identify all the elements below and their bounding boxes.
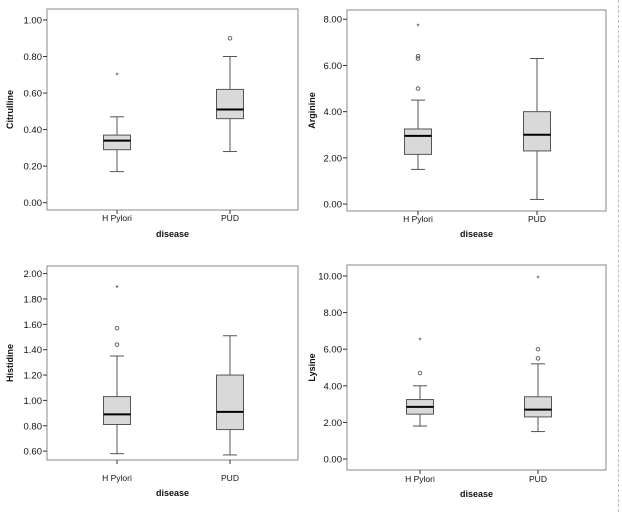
x-axis-title: disease [460, 489, 493, 499]
outlier-point [415, 56, 421, 61]
chart-panel-2: 0.00 2.00 4.00 6.00 8.00 Arginine disease H Pyl… [307, 9, 607, 239]
box-pud: PUD [216, 35, 244, 223]
y-axis-title: Citrulline [5, 90, 15, 129]
y-tick-label: 1.20 [24, 371, 43, 382]
y-tick-label: 0.80 [24, 421, 43, 432]
iqr-box [216, 374, 244, 431]
y-tick-label: 0.40 [24, 125, 43, 136]
box-pud: PUD [523, 58, 551, 224]
y-tick-label: 8.00 [324, 308, 343, 319]
outlier-point [114, 325, 120, 331]
extreme-point: * [115, 284, 118, 293]
page-divider [618, 0, 619, 512]
chart-panel-3: 0.60 0.80 1.00 1.20 1.40 1.60 1.80 2.00 Histidin… [5, 265, 299, 498]
category-label: PUD [529, 474, 547, 484]
plot-frame [346, 264, 607, 471]
y-tick-label: 0.80 [24, 52, 43, 63]
box-h-pylori: H Pylori * [405, 337, 435, 484]
y-tick-label: 2.00 [324, 153, 343, 164]
y-tick-label: 1.80 [24, 294, 43, 305]
iqr-box [103, 134, 131, 151]
box-h-pylori: H Pylori * [102, 284, 132, 483]
extreme-point: * [416, 23, 419, 32]
box-h-pylori: H Pylori * [102, 71, 132, 223]
iqr-box [103, 396, 131, 425]
category-label: PUD [221, 213, 239, 223]
y-tick-label: 0.20 [24, 162, 43, 173]
y-tick-label: 6.00 [324, 61, 343, 72]
box-h-pylori: H Pylori * [403, 23, 433, 224]
x-axis-title: disease [460, 229, 493, 239]
category-label: H Pylori [102, 473, 132, 483]
outlier-point [417, 370, 423, 376]
y-tick-label: 0.00 [324, 200, 343, 211]
y-tick-label: 1.60 [24, 320, 43, 331]
y-tick-label: 1.40 [24, 345, 43, 356]
x-axis-title: disease [156, 229, 189, 239]
outlier-point [114, 342, 120, 347]
y-axis-title: Lysine [307, 353, 317, 381]
chart-panel-4: 0.00 2.00 4.00 6.00 8.00 10.00 Lysine disease H … [307, 264, 607, 499]
y-tick-label: 0.00 [324, 455, 343, 466]
extreme-point: * [418, 337, 421, 346]
category-label: PUD [528, 214, 546, 224]
y-tick-label: 2.00 [324, 418, 343, 429]
y-tick-label: 4.00 [324, 107, 343, 118]
outlier-point [535, 356, 541, 361]
y-tick-label: 8.00 [324, 15, 343, 26]
y-tick-label: 0.60 [24, 447, 43, 458]
outlier-point [227, 35, 233, 41]
plot-frame [46, 265, 299, 461]
y-tick-label: 2.00 [24, 269, 43, 280]
category-label: H Pylori [102, 213, 132, 223]
chart-panel-1: 0.00 0.20 0.40 0.60 0.80 1.00 Citrulline diseas… [5, 8, 299, 239]
iqr-box [404, 128, 432, 155]
extreme-point: * [115, 71, 118, 80]
box-pud: PUD * [524, 274, 552, 484]
y-axis-title: Arginine [307, 92, 317, 129]
outlier-point [415, 53, 421, 59]
y-axis-title: Histidine [5, 344, 15, 382]
category-label: PUD [221, 473, 239, 483]
outlier-point [415, 86, 421, 91]
y-tick-label: 10.00 [318, 271, 342, 282]
iqr-box [523, 111, 551, 152]
y-tick-label: 1.00 [24, 15, 43, 26]
y-tick-label: 0.60 [24, 89, 43, 100]
y-tick-label: 4.00 [324, 381, 343, 392]
category-label: H Pylori [405, 474, 435, 484]
extreme-point: * [536, 274, 539, 283]
y-tick-label: 0.00 [24, 198, 43, 209]
plot-frame [46, 8, 299, 211]
iqr-box [216, 88, 244, 120]
category-label: H Pylori [403, 214, 433, 224]
x-axis-title: disease [156, 488, 189, 498]
box-pud: PUD [216, 335, 244, 483]
y-tick-label: 6.00 [324, 345, 343, 356]
y-tick-label: 1.00 [24, 396, 43, 407]
outlier-point [535, 346, 541, 352]
plot-frame [346, 9, 607, 212]
iqr-box [524, 396, 552, 418]
